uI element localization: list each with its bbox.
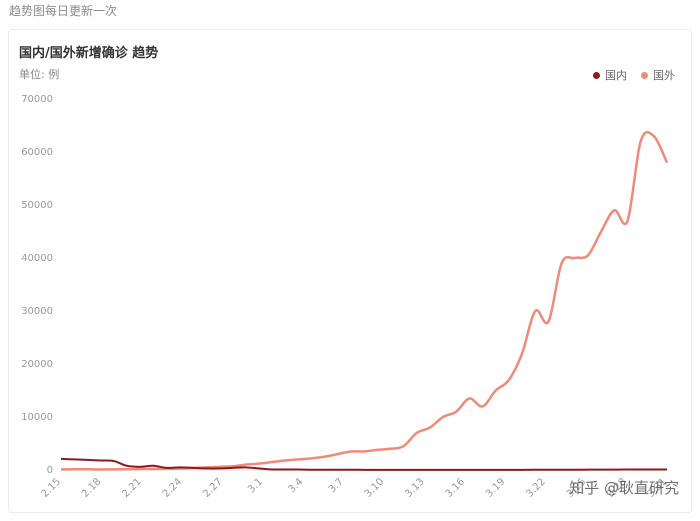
x-tick-label: 2.24 [161,476,185,500]
x-tick-label: 3.1 [246,476,265,495]
legend-item-foreign[interactable]: 国外 [641,67,675,83]
series-line-domestic [60,457,667,471]
y-tick-label: 40000 [21,253,53,264]
y-tick-label: 0 [47,465,53,476]
x-tick-label: 3.7 [327,476,346,495]
x-tick-label: 2.15 [40,476,64,500]
legend-dot-icon [641,71,648,79]
watermark: 知乎 @耿直研究 [569,479,679,497]
y-tick-label: 60000 [21,147,53,158]
legend-label: 国内 [605,69,627,82]
series-line-foreign [60,130,669,471]
y-tick-label: 20000 [21,359,53,370]
legend-label: 国外 [653,69,675,82]
unit-label: 单位: 例 [19,68,60,81]
legend-dot-icon [593,71,600,79]
x-tick-label: 2.21 [120,476,144,500]
x-tick-label: 3.13 [403,476,427,500]
chart-title: 国内/国外新增确诊 趋势 [19,46,159,61]
x-tick-label: 3.22 [524,476,548,500]
chart-legend: 国内 国外 [593,67,675,83]
x-tick-label: 2.18 [80,476,104,500]
x-tick-label: 3.10 [363,476,387,500]
line-chart: 0 10000 20000 30000 40000 50000 60000 70000 2.15… [21,94,669,500]
x-tick-label: 3.16 [444,476,468,500]
y-tick-label: 30000 [21,306,53,317]
legend-item-domestic[interactable]: 国内 [593,67,627,83]
y-tick-label: 10000 [21,412,53,423]
y-tick-label: 70000 [21,94,53,105]
chart-card: 国内/国外新增确诊 趋势 单位: 例 国内 国外 0 10000 20000 3000… [8,29,692,513]
x-tick-label: 3.4 [286,476,305,495]
y-tick-label: 50000 [21,200,53,211]
x-tick-label: 2.27 [201,476,225,500]
x-tick-label: 3.19 [484,476,508,500]
update-note: 趋势图每日更新一次 [9,4,118,18]
